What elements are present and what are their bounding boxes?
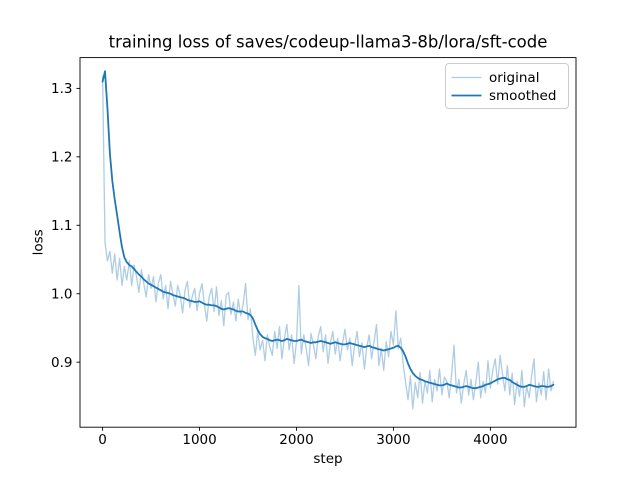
y-tick-label: 1.0	[51, 286, 72, 302]
legend-frame	[445, 63, 569, 109]
y-tick-label: 1.2	[51, 150, 72, 166]
smoothed-line	[101, 70, 555, 390]
y-axis-label: loss	[31, 229, 47, 255]
y-axis-ticks: 0.9 1.0 1.1 1.2 1.3	[51, 81, 80, 371]
original-line	[101, 75, 555, 410]
y-tick-label: 1.3	[51, 81, 72, 97]
x-axis-ticks: 0 1000 2000 3000 4000	[98, 427, 508, 448]
x-tick-label: 4000	[473, 432, 507, 448]
x-tick-label: 0	[98, 432, 107, 448]
legend-label-smoothed: smoothed	[489, 88, 556, 104]
x-tick-label: 1000	[182, 432, 216, 448]
legend: original smoothed	[445, 63, 569, 109]
y-tick-label: 0.9	[51, 355, 72, 371]
legend-label-original: original	[489, 70, 539, 86]
x-tick-label: 2000	[279, 432, 313, 448]
axes-border	[79, 57, 577, 428]
chart-title: training loss of saves/codeup-llama3-8b/…	[109, 33, 548, 52]
y-tick-label: 1.1	[51, 218, 72, 234]
x-axis-label: step	[313, 451, 342, 467]
x-tick-label: 3000	[376, 432, 410, 448]
